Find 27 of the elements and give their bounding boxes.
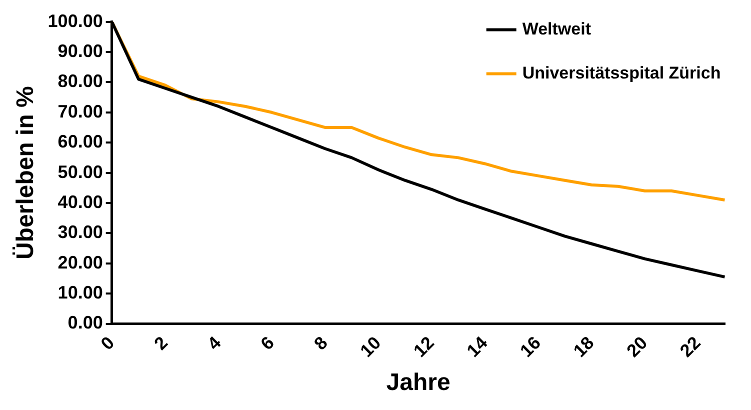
y-tick-label: 100.00 [48,10,103,31]
legend-label: Weltweit [522,19,592,38]
x-tick-label: 16 [516,332,545,361]
y-tick-label: 20.00 [58,252,103,272]
y-tick-label: 70.00 [58,101,103,122]
y-tick-label: 80.00 [58,71,103,92]
y-tick-label: 60.00 [58,132,103,152]
x-tick-label: 0 [96,332,118,354]
y-tick-label: 50.00 [58,162,103,182]
x-tick-label: 6 [256,332,278,354]
x-tick-label: 18 [570,332,598,361]
x-tick-label: 12 [410,332,438,361]
y-tick-label: 0.00 [68,312,103,333]
x-tick-label: 8 [310,332,332,354]
x-tick-label: 20 [622,332,652,361]
y-axis-title: Überleben in % [12,86,40,260]
x-tick-label: 22 [676,332,704,361]
x-tick-label: 4 [204,332,225,354]
x-tick-label: 2 [150,332,172,354]
y-tick-label: 90.00 [58,40,103,61]
x-axis-title: Jahre [386,369,450,396]
y-tick-label: 10.00 [58,282,103,303]
y-tick-label: 40.00 [58,192,103,212]
y-tick-label: 30.00 [58,222,103,242]
x-tick-label: 10 [356,332,385,361]
legend-label: Universitätsspital Zürich [522,63,721,82]
x-tick-label: 14 [462,332,492,361]
